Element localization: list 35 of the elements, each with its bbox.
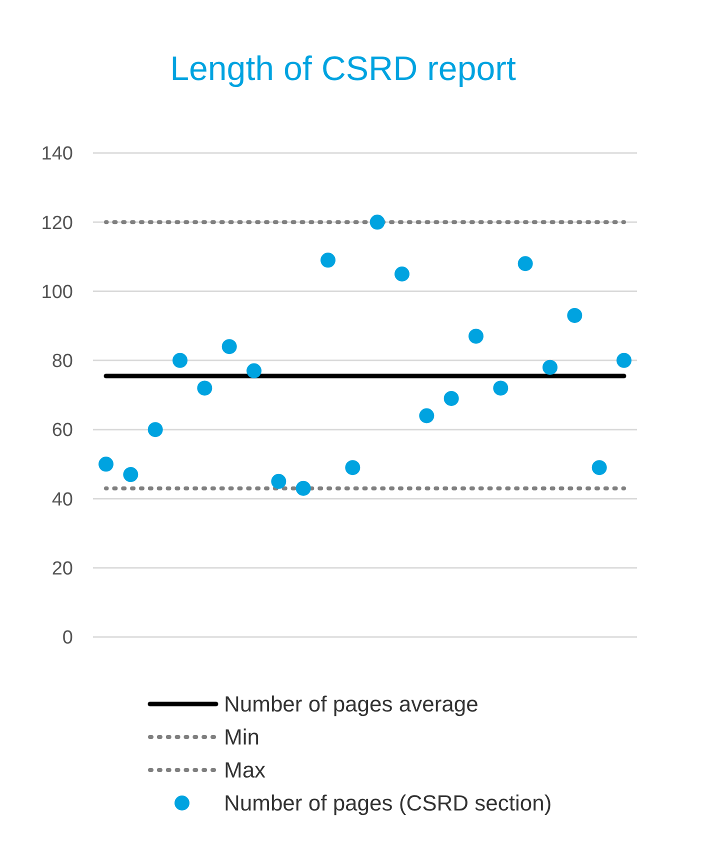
point (172, 352, 188, 368)
point (592, 460, 607, 476)
point (222, 339, 237, 354)
y-tick-label: 60 (52, 420, 73, 442)
y-tick-label: 140 (41, 144, 73, 165)
legend-label: Number of pages (CSRD section) (224, 790, 552, 816)
point (394, 266, 410, 282)
legend-label: Max (224, 758, 266, 783)
legend-label: Min (224, 724, 260, 750)
y-tick-label: 40 (52, 489, 73, 510)
y-tick-label: 100 (41, 282, 73, 303)
point (616, 352, 632, 368)
chart-title: Length of CSRD report (170, 50, 516, 88)
point (493, 380, 508, 396)
point (271, 474, 286, 489)
point (246, 363, 262, 378)
point (444, 390, 459, 406)
point (148, 422, 163, 438)
y-tick-label: 20 (52, 558, 73, 580)
y-tick-label: 0 (62, 628, 73, 649)
point (419, 408, 434, 424)
point (567, 308, 582, 323)
point (542, 360, 558, 375)
y-tick-label: 80 (52, 351, 73, 372)
point (123, 467, 138, 482)
point (345, 460, 360, 476)
legend-label: Number of pages average (224, 692, 478, 717)
point (197, 380, 212, 396)
point (518, 256, 533, 272)
point (320, 252, 336, 268)
point (468, 328, 484, 344)
y-tick-label: 120 (41, 212, 73, 234)
point (98, 456, 114, 472)
point (370, 214, 385, 230)
point (296, 480, 311, 496)
